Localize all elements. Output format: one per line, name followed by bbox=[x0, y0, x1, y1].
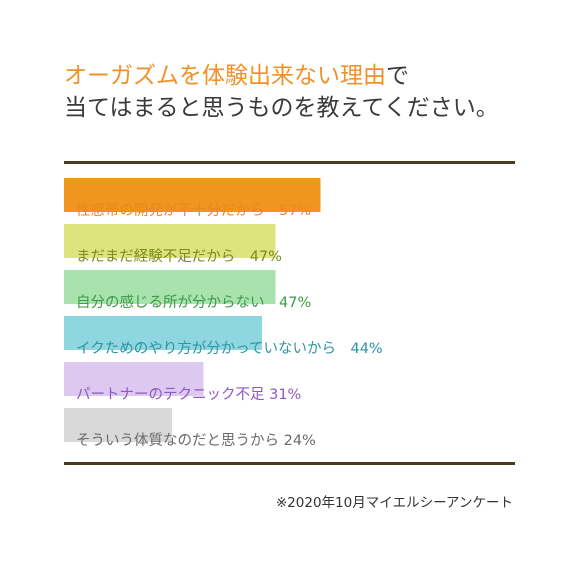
title-highlight: オーガズムを体験出来ない理由 bbox=[64, 63, 386, 89]
bar bbox=[64, 316, 262, 350]
bar-label: イクためのやり方が分かっていないから 44% bbox=[76, 340, 383, 357]
chart-title-line2: 当てはまると思うものを教えてください。 bbox=[64, 95, 499, 121]
bar bbox=[64, 408, 172, 442]
chart-title-line1: オーガズムを体験出来ない理由で bbox=[64, 60, 524, 92]
bar-label: 自分の感じる所が分からない 47% bbox=[76, 294, 311, 311]
bar bbox=[64, 224, 276, 258]
bar-label: 性感帯の開発が不十分だから 57% bbox=[76, 202, 311, 219]
bottom-rule bbox=[64, 462, 515, 465]
bar-label: パートナーのテクニック不足 31% bbox=[76, 386, 301, 403]
bar bbox=[64, 178, 321, 212]
survey-footnote: ※2020年10月マイエルシーアンケート bbox=[275, 495, 513, 511]
bar-label: そういう体質なのだと思うから 24% bbox=[76, 431, 316, 449]
bar bbox=[64, 362, 204, 396]
top-rule bbox=[64, 161, 515, 164]
bar bbox=[64, 270, 276, 304]
bar-label: まだまだ経験不足だから 47% bbox=[76, 248, 282, 265]
title-line1-rest: で bbox=[386, 63, 409, 89]
